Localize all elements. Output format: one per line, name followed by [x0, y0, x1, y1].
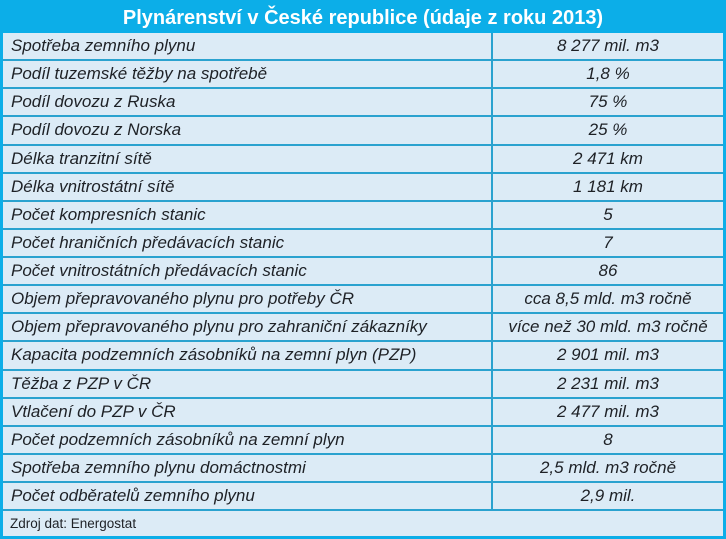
- row-value: 1,8 %: [586, 64, 630, 84]
- table-row: Počet podzemních zásobníků na zemní plyn…: [3, 426, 723, 455]
- table-row: Vtlačení do PZP v ČR 2 477 mil. m3: [3, 398, 723, 427]
- row-value: 7: [603, 232, 613, 252]
- row-value: 2,5 mld. m3 ročně: [539, 457, 677, 477]
- row-label: Objem přepravovaného plynu pro potřeby Č…: [3, 286, 493, 313]
- table-row: Délka tranzitní sítě 2 471 km: [3, 145, 723, 174]
- row-value: 8 277 mil. m3: [556, 36, 660, 56]
- row-label: Počet hraničních předávacích stanic: [3, 229, 493, 256]
- table-row: Spotřeba zemního plynu domáctnostmi 2,5 m…: [3, 454, 723, 483]
- table-row: Těžba z PZP v ČR 2 231 mil. m3: [3, 370, 723, 399]
- row-value: 86: [598, 261, 618, 281]
- table-row: Počet kompresních stanic 5: [3, 201, 723, 230]
- row-value: 25 %: [588, 120, 628, 140]
- row-label: Počet podzemních zásobníků na zemní plyn: [3, 426, 493, 453]
- row-value: více než 30 mld. m3 ročně: [508, 317, 708, 337]
- row-value: 5: [603, 204, 613, 224]
- table-row: Podíl tuzemské těžby na spotřebě 1,8 %: [3, 61, 723, 90]
- row-value: 1 181 km: [573, 176, 643, 196]
- row-label: Spotřeba zemního plynu: [3, 33, 493, 60]
- row-label: Délka vnitrostátní sítě: [3, 173, 493, 200]
- row-label: Vtlačení do PZP v ČR: [3, 398, 493, 425]
- row-label: Počet kompresních stanic: [3, 201, 493, 228]
- row-label: Spotřeba zemního plynu domáctnostmi: [3, 454, 493, 481]
- row-label: Délka tranzitní sítě: [3, 145, 493, 172]
- table-row: Podíl dovozu z Norska 25 %: [3, 117, 723, 146]
- table-title: Plynárenství v České republice (údaje z …: [3, 3, 723, 33]
- row-label: Objem přepravovaného plynu pro zahraničn…: [3, 314, 493, 341]
- row-value: 2 471 km: [573, 148, 643, 168]
- row-value: 2 477 mil. m3: [556, 401, 660, 421]
- table-row: Délka vnitrostátní sítě 1 181 km: [3, 173, 723, 202]
- row-label: Počet vnitrostátních předávacích stanic: [3, 258, 493, 285]
- row-label: Podíl dovozu z Norska: [3, 117, 493, 144]
- row-label: Těžba z PZP v ČR: [3, 370, 493, 397]
- row-value: 2,9 mil.: [580, 486, 636, 506]
- row-value: 8: [603, 429, 613, 449]
- table-row: Spotřeba zemního plynu 8 277 mil. m3: [3, 33, 723, 62]
- table-row: Objem přepravovaného plynu pro potřeby Č…: [3, 286, 723, 315]
- row-value: 75 %: [588, 92, 628, 112]
- row-value: 2 231 mil. m3: [556, 373, 660, 393]
- row-value: cca 8,5 mld. m3 ročně: [524, 289, 692, 309]
- row-label: Podíl dovozu z Ruska: [3, 89, 493, 116]
- table-row: Počet hraničních předávacích stanic 7: [3, 229, 723, 258]
- table-body: Spotřeba zemního plynu 8 277 mil. m3 Podíl…: [3, 33, 723, 512]
- table-row: Počet vnitrostátních předávacích stanic 8…: [3, 258, 723, 287]
- table-row: Objem přepravovaného plynu pro zahraničn…: [3, 314, 723, 343]
- table-row: Podíl dovozu z Ruska 75 %: [3, 89, 723, 118]
- table-row: Kapacita podzemních zásobníků na zemní p…: [3, 342, 723, 371]
- row-label: Počet odběratelů zemního plynu: [3, 483, 493, 510]
- table-row: Počet odběratelů zemního plynu 2,9 mil.: [3, 483, 723, 512]
- row-label: Kapacita podzemních zásobníků na zemní p…: [3, 342, 493, 369]
- row-label: Podíl tuzemské těžby na spotřebě: [3, 61, 493, 88]
- source-note: Zdroj dat: Energostat: [10, 516, 137, 531]
- row-value: 2 901 mil. m3: [556, 345, 660, 365]
